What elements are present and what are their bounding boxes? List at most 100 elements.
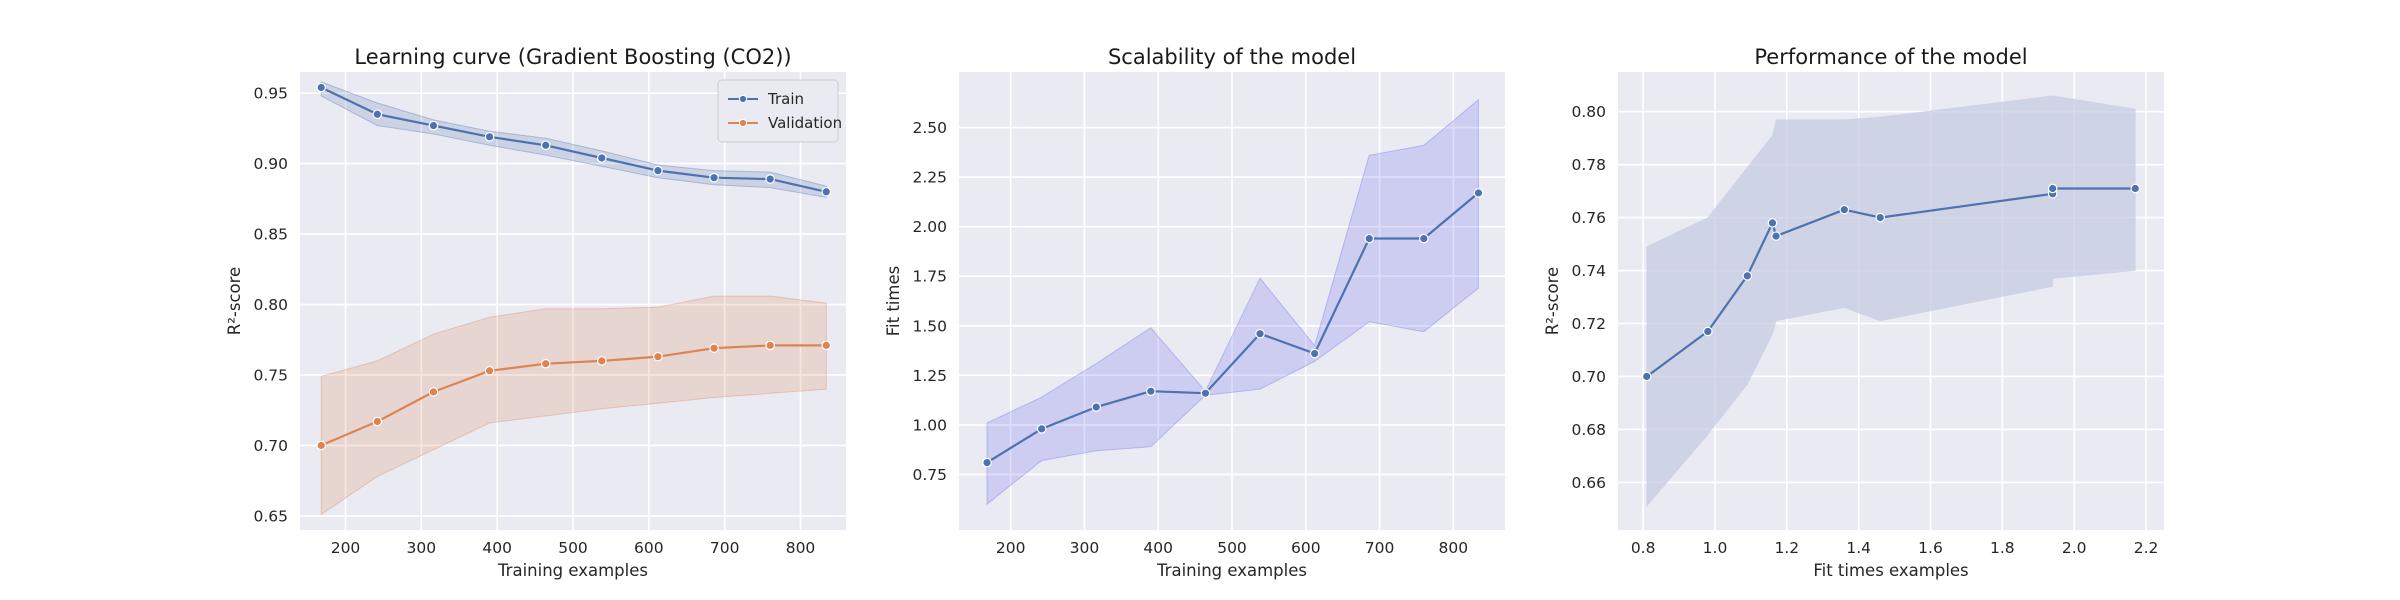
learning-curve-data-point <box>372 416 383 427</box>
learning-curve-y-tick-label: 0.85 <box>253 226 288 244</box>
learning-curve-data-point <box>709 172 719 183</box>
performance-data-point <box>1742 271 1753 281</box>
scalability-x-tick-label: 800 <box>1439 539 1469 557</box>
learning-curve-data-point <box>428 120 439 131</box>
scalability-y-tick-label: 1.50 <box>912 317 947 335</box>
learning-curve-x-tick-label: 500 <box>558 539 588 557</box>
performance-data-point <box>1875 212 1886 223</box>
scalability-x-tick-label: 400 <box>1143 539 1173 557</box>
learning-curve-y-tick-label: 0.65 <box>253 507 288 525</box>
scalability-x-tick-label: 700 <box>1365 539 1395 557</box>
learning-curve-y-tick-label: 0.95 <box>253 85 288 103</box>
scalability-y-tick-label: 1.25 <box>912 367 947 385</box>
learning-curve-data-point <box>821 186 832 197</box>
performance-y-tick-label: 0.76 <box>1571 209 1606 227</box>
scalability-data-point <box>1473 188 1484 198</box>
performance-panel: 0.8 1.0 1.2 1.4 1.6 1.8 2.0 2.2 0.66 0.68 0.70 0.72… <box>1543 45 2164 580</box>
performance-data-point <box>1641 371 1652 382</box>
scalability-y-tick-label: 2.00 <box>912 218 947 236</box>
scalability-data-point <box>1364 233 1375 244</box>
scalability-x-tick-label: 300 <box>1070 539 1100 557</box>
performance-x-tick-label: 1.2 <box>1775 539 1800 557</box>
learning-curve-legend-frame <box>717 79 839 143</box>
learning-curve-data-point <box>428 387 439 397</box>
learning-curve-y-tick-label: 0.70 <box>253 437 288 455</box>
scalability-y-tick-label: 0.75 <box>912 466 947 484</box>
performance-y-tick-label: 0.72 <box>1571 315 1606 333</box>
learning-curve-data-point <box>765 174 775 184</box>
learning-curve-data-point <box>597 153 607 163</box>
learning-curve-legend-marker <box>738 94 748 104</box>
scalability-y-tick-label: 2.25 <box>912 169 947 187</box>
performance-chart-title: Performance of the model <box>1754 45 2027 69</box>
learning-curve-y-tick-label: 0.80 <box>253 296 288 314</box>
learning-curve-legend-label: Train <box>767 90 804 108</box>
performance-x-tick-label: 0.8 <box>1631 539 1656 557</box>
scalability-x-tick-label: 200 <box>996 539 1026 557</box>
learning-curve-y-axis-label: R²-score <box>225 267 244 335</box>
scalability-panel: 200 300 400 500 600 700 800 0.75 1.00 1.25 1.50 1.7… <box>884 45 1505 580</box>
learning-curve-data-point <box>540 140 551 151</box>
performance-x-tick-label: 2.0 <box>2062 539 2087 557</box>
performance-x-axis-label: Fit times examples <box>1813 561 1968 580</box>
learning-curve-series-line-0 <box>320 86 827 193</box>
learning-curve-x-tick-label: 300 <box>407 539 437 557</box>
learning-curve-y-tick-label: 0.90 <box>253 155 288 173</box>
learning-curve-data-point <box>372 109 383 120</box>
learning-curve-data-point <box>540 358 551 369</box>
performance-y-tick-label: 0.78 <box>1571 156 1606 174</box>
scalability-x-tick-label: 600 <box>1291 539 1321 557</box>
scalability-data-point <box>1091 402 1102 412</box>
scalability-y-tick-label: 1.00 <box>912 416 947 434</box>
learning-curve-y-tick-label: 0.75 <box>253 366 288 384</box>
learning-curve-x-axis-label: Training examples <box>497 561 648 580</box>
performance-data-point <box>2047 183 2058 194</box>
learning-curve-chart-title: Learning curve (Gradient Boosting (CO2)) <box>354 45 791 69</box>
scalability-data-point <box>982 457 992 468</box>
performance-data-point <box>1703 326 1713 337</box>
scalability-chart-title: Scalability of the model <box>1108 45 1356 69</box>
performance-y-tick-label: 0.68 <box>1571 421 1606 439</box>
scalability-data-point <box>1146 386 1156 397</box>
performance-x-tick-label: 1.4 <box>1846 539 1871 557</box>
scalability-data-point <box>1255 328 1265 339</box>
learning-curve-legend-label: Validation <box>768 114 842 132</box>
performance-x-tick-label: 1.6 <box>1918 539 1943 557</box>
performance-y-tick-label: 0.80 <box>1571 103 1606 121</box>
learning-curve-data-point <box>821 340 832 351</box>
performance-data-point <box>1839 204 1850 215</box>
learning-curve-x-tick-label: 800 <box>786 539 816 557</box>
learning-curve-data-point <box>653 351 663 362</box>
scalability-data-point <box>1200 388 1211 398</box>
performance-data-point <box>1767 218 1778 228</box>
learning-curve-data-point <box>709 343 719 354</box>
scalability-y-tick-label: 2.50 <box>912 119 947 137</box>
performance-y-axis-label: R²-score <box>1543 267 1562 335</box>
scalability-data-point <box>1036 424 1047 434</box>
performance-x-tick-label: 2.2 <box>2134 539 2159 557</box>
learning-curve-series-line-1 <box>320 344 827 447</box>
performance-x-tick-label: 1.8 <box>1990 539 2015 557</box>
performance-data-point <box>1771 231 1781 241</box>
learning-curve-data-point <box>597 356 607 366</box>
performance-data-point <box>2130 183 2141 194</box>
scalability-data-point <box>1419 233 1429 244</box>
learning-curve-data-point <box>484 132 495 142</box>
scalability-x-axis-label: Training examples <box>1156 561 1307 580</box>
learning-curve-panel: 200 300 400 500 600 700 800 0.65 0.70 0.75 0.80 0.8… <box>225 45 846 580</box>
learning-curve-confidence-band-0 <box>320 81 827 198</box>
learning-curve-legend-marker <box>738 118 748 128</box>
scalability-x-tick-label: 500 <box>1217 539 1247 557</box>
performance-y-tick-label: 0.66 <box>1571 474 1606 492</box>
scalability-y-axis-label: Fit times <box>884 266 903 336</box>
scalability-data-point <box>1309 348 1320 359</box>
learning-curve-data-point <box>316 82 327 93</box>
learning-curve-data-point <box>484 365 495 376</box>
learning-curve-legend: Train Validation <box>717 79 842 143</box>
learning-curve-data-point <box>316 440 327 451</box>
learning-curve-x-tick-label: 700 <box>710 539 740 557</box>
performance-y-tick-label: 0.70 <box>1571 368 1606 386</box>
learning-curve-x-tick-label: 400 <box>482 539 512 557</box>
performance-x-tick-label: 1.0 <box>1703 539 1728 557</box>
